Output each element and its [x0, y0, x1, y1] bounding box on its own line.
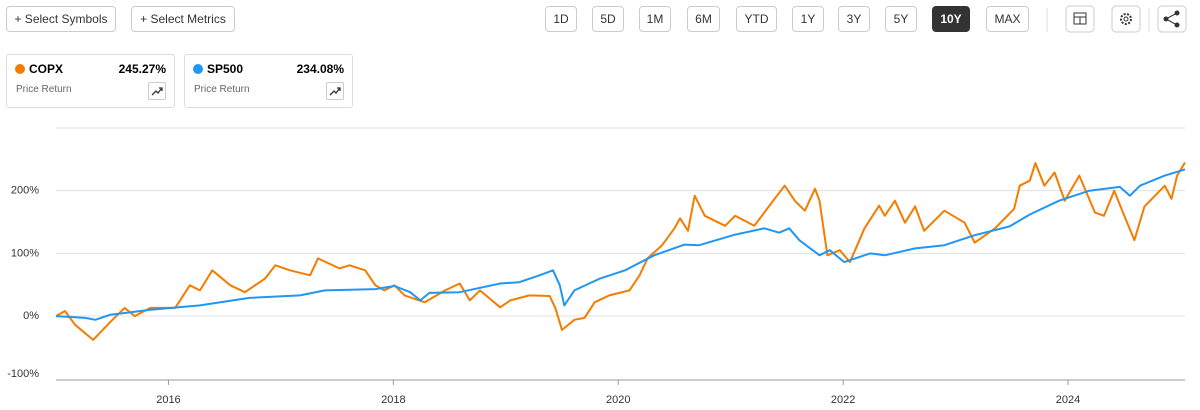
metric-label: Price Return [16, 84, 72, 95]
y-tick-label: -100% [7, 368, 39, 380]
x-tick-label: 2022 [831, 394, 855, 406]
y-tick-label: 100% [11, 247, 39, 259]
x-tick-label: 2024 [1056, 394, 1080, 406]
series-line [55, 168, 1186, 321]
share-icon[interactable] [1157, 5, 1187, 33]
chart-type-icon[interactable] [326, 82, 344, 100]
range-button[interactable]: 1D [545, 6, 577, 32]
trend-glyph [329, 87, 341, 96]
select-metrics[interactable]: + Select Metrics [131, 6, 235, 32]
range-button[interactable]: 1M [639, 6, 671, 32]
range-button[interactable]: 6M [687, 6, 720, 32]
select-symbols[interactable]: + Select Symbols [6, 6, 116, 32]
trend-glyph [151, 87, 163, 96]
x-tick-label: 2020 [606, 394, 630, 406]
total-return: 234.08% [296, 62, 344, 76]
legend-name: COPX [29, 62, 64, 76]
series-line [55, 161, 1186, 341]
range-button[interactable]: 5D [592, 6, 624, 32]
legend-card: COPX 245.27% Price Return [6, 54, 175, 108]
x-tick-label: 2016 [156, 394, 180, 406]
range-button[interactable]: 5Y [885, 6, 917, 32]
legend-dot [193, 64, 203, 74]
y-tick-label: 0% [23, 310, 39, 322]
total-return: 245.27% [118, 62, 166, 76]
chart-type-icon[interactable] [148, 82, 166, 100]
settings-icon[interactable] [1111, 5, 1141, 33]
range-button[interactable]: 1Y [792, 6, 824, 32]
y-tick-label: 200% [11, 185, 39, 197]
range-button[interactable]: YTD [736, 6, 777, 32]
legend-dot [15, 64, 25, 74]
range-button[interactable]: MAX [986, 6, 1029, 32]
legend-card: SP500 234.08% Price Return [184, 54, 353, 108]
range-button[interactable]: 10Y [932, 6, 970, 32]
legend-name: SP500 [207, 62, 244, 76]
table-icon[interactable] [1065, 5, 1095, 33]
metric-label: Price Return [194, 84, 250, 95]
x-tick-label: 2018 [381, 394, 405, 406]
range-button[interactable]: 3Y [838, 6, 870, 32]
